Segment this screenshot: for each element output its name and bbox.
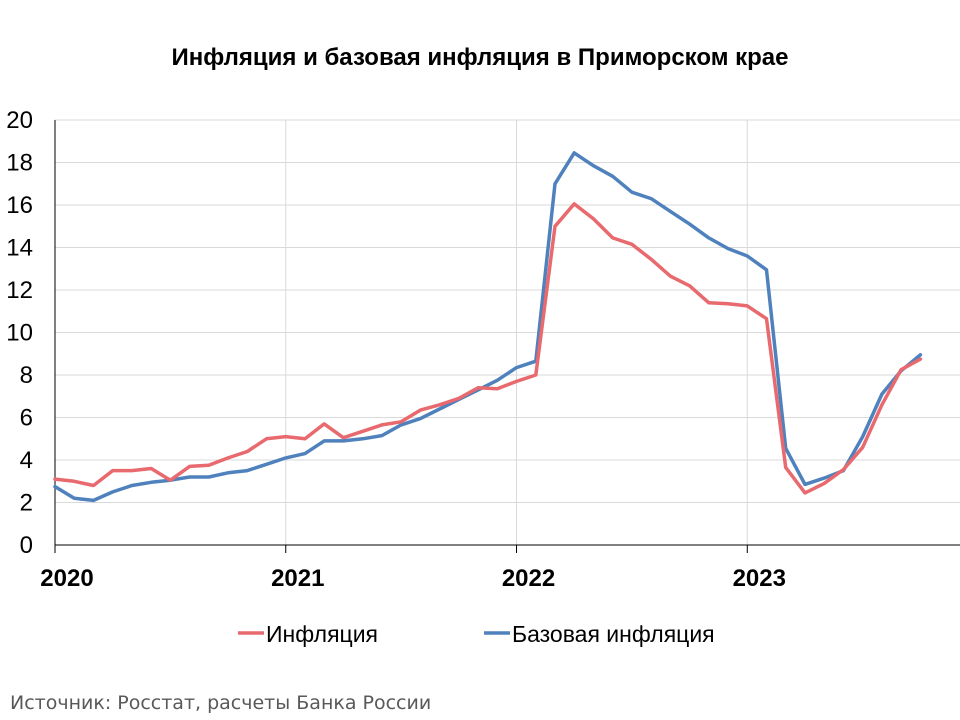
y-tick-label: 0 xyxy=(20,532,33,559)
y-tick-label: 18 xyxy=(6,150,33,177)
y-tick-label: 14 xyxy=(6,235,33,262)
y-tick-label: 8 xyxy=(20,362,33,389)
y-tick-label: 6 xyxy=(20,405,33,432)
x-tick-label: 2023 xyxy=(733,565,786,592)
y-tick-label: 16 xyxy=(6,192,33,219)
y-tick-label: 10 xyxy=(6,320,33,347)
x-tick-label: 2020 xyxy=(40,565,93,592)
legend: Инфляция Базовая инфляция xyxy=(238,621,715,647)
y-tick-label: 4 xyxy=(20,447,33,474)
legend-item-inflation: Инфляция xyxy=(238,621,378,647)
legend-label: Базовая инфляция xyxy=(512,621,715,647)
y-tick-label: 2 xyxy=(20,490,33,517)
y-tick-label: 12 xyxy=(6,277,33,304)
source-note: Источник: Росстат, расчеты Банка России xyxy=(10,692,432,714)
legend-item-core-inflation: Базовая инфляция xyxy=(484,621,715,647)
x-tick-label: 2022 xyxy=(502,565,555,592)
y-tick-label: 20 xyxy=(6,107,33,134)
x-tick-label: 2021 xyxy=(271,565,324,592)
series-line-core-inflation xyxy=(53,151,923,503)
legend-label: Инфляция xyxy=(266,621,378,647)
chart-title: Инфляция и базовая инфляция в Приморском… xyxy=(171,44,789,71)
series-line-inflation xyxy=(53,202,923,495)
grid-layer xyxy=(55,119,960,545)
axis-layer xyxy=(54,120,960,553)
series-layer xyxy=(53,151,923,503)
